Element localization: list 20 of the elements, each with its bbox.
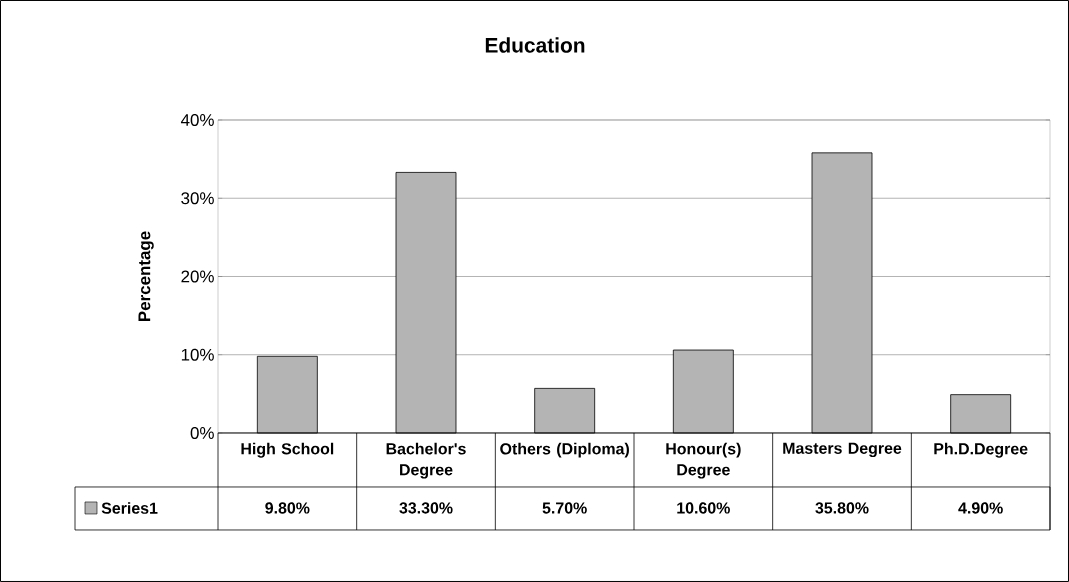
data-label: 4.90% <box>958 502 1003 514</box>
legend-label: Series1 <box>101 502 158 514</box>
y-tick-label: 40% <box>180 113 214 126</box>
data-label: 35.80% <box>815 502 869 514</box>
data-label: 33.30% <box>399 502 453 514</box>
x-tick-label: High School <box>241 442 334 458</box>
x-tick-label: Ph.D.Degree <box>934 442 1028 458</box>
x-tick-label: Honour(s) Degree <box>666 442 741 479</box>
y-tick-label: 10% <box>181 348 214 361</box>
data-label: 5.70% <box>542 502 587 514</box>
chart-title: Education <box>485 37 585 53</box>
data-label: 9.80% <box>265 502 310 514</box>
data-label: 10.60% <box>677 502 730 514</box>
x-tick-label: Others (Diploma) <box>500 442 629 458</box>
y-tick-label: 30% <box>181 192 214 205</box>
x-tick-label: Masters Degree <box>783 442 902 458</box>
x-tick-label: Bachelor's Degree <box>386 442 466 479</box>
y-tick-label: 20% <box>181 270 214 283</box>
y-axis-title: Percentage <box>138 231 154 321</box>
y-tick-label: 0% <box>190 426 214 439</box>
